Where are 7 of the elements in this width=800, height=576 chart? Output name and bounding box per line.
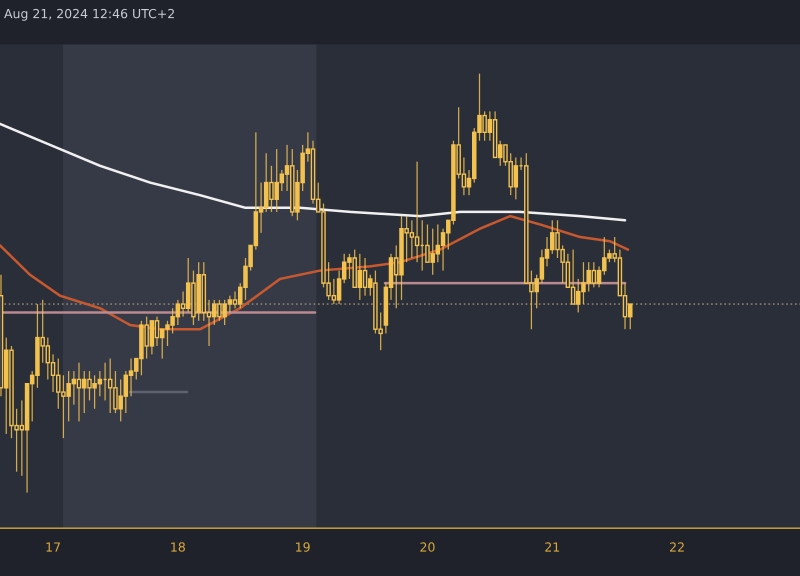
x-tick-label: 22 xyxy=(670,542,684,552)
x-tick-label: 21 xyxy=(545,542,560,552)
x-tick-label: 17 xyxy=(46,542,60,552)
x-tick-label: 19 xyxy=(296,542,310,552)
x-tick-label: 20 xyxy=(420,542,435,552)
chart-title: Aug 21, 2024 12:46 UTC+2 xyxy=(4,8,174,21)
x-tick-label: 18 xyxy=(171,542,185,552)
